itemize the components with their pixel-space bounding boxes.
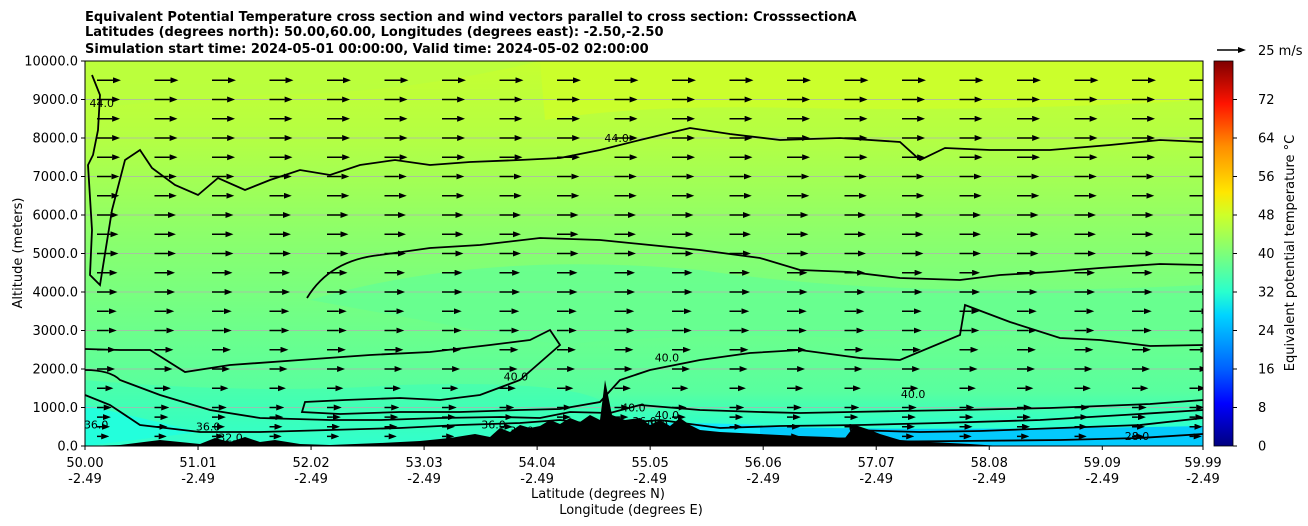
y-tick-label: 4000.0	[33, 286, 79, 301]
colorbar-tick-label: 32	[1258, 286, 1275, 301]
x-tick-label-lon: -2.49	[407, 472, 441, 487]
contour-label: 32.0	[218, 431, 243, 444]
contour-label: 32.0	[509, 424, 534, 437]
title-line-2: Latitudes (degrees north): 50.00,60.00, …	[85, 25, 664, 40]
x-tick-label-lon: -2.49	[859, 472, 893, 487]
colorbar-tick-label: 48	[1258, 209, 1275, 224]
upper-left-patch	[85, 61, 540, 110]
contour-40-mid	[306, 237, 1203, 299]
x-axis-label: Latitude (degrees N)	[531, 487, 665, 502]
quiver-key-label: 25 m/s	[1258, 44, 1303, 59]
colorbar-tick-label: 72	[1258, 93, 1275, 108]
x-tick-label-lon: -2.49	[633, 472, 667, 487]
contour-label: 28.0	[644, 419, 669, 432]
title-line-3: Simulation start time: 2024-05-01 00:00:…	[85, 42, 649, 57]
x-axis: 50.00-2.4951.01-2.4952.02-2.4953.03-2.49…	[66, 446, 1222, 487]
x-tick-label-lon: -2.49	[520, 472, 554, 487]
x-tick-label-lon: -2.49	[181, 472, 215, 487]
y-tick-label: 9000.0	[33, 93, 79, 108]
x-axis-label-2: Longitude (degrees E)	[559, 503, 703, 518]
colorbar-tick-label: 8	[1258, 401, 1266, 416]
terrain	[85, 380, 1000, 446]
y-tick-label: 5000.0	[33, 247, 79, 262]
x-tick-label-lon: -2.49	[68, 472, 102, 487]
contour-32-right	[849, 417, 1203, 433]
colorbar-tick-label: 56	[1258, 170, 1275, 185]
contour-label: 40.0	[504, 371, 529, 384]
x-tick-label-lon: -2.49	[1186, 472, 1220, 487]
contour-label: 40.0	[655, 351, 680, 364]
x-tick-label-lat: 52.02	[292, 456, 329, 471]
high-theta-patch	[540, 61, 1203, 120]
contour-label: 36.0	[196, 421, 221, 434]
quiver-key: 25 m/s	[1217, 44, 1303, 59]
contour-label: 40.0	[655, 409, 680, 422]
x-tick-label-lat: 56.06	[745, 456, 782, 471]
title-line-1: Equivalent Potential Temperature cross s…	[85, 10, 857, 25]
contour-44-upper	[87, 74, 1203, 287]
contour-36	[85, 394, 1203, 433]
y-tick-label: 6000.0	[33, 209, 79, 224]
x-tick-label-lat: 59.09	[1084, 456, 1121, 471]
x-tick-label-lat: 55.05	[632, 456, 669, 471]
y-axis: 0.0 1000.0 2000.0 3000.0 4000.0 5000.0 6000.0 7…	[24, 55, 85, 455]
colorbar-tick-label: 24	[1258, 324, 1275, 339]
y-axis-label: Altitude (meters)	[11, 198, 26, 309]
x-tick-label-lon: -2.49	[294, 472, 328, 487]
contour-labels: 44.044.040.040.040.040.040.036.0 36.0 36.0…	[84, 97, 1150, 444]
contour-label: 40.0	[901, 388, 926, 401]
y-tick-label: 2000.0	[33, 363, 79, 378]
contour-label: 36.0	[632, 415, 657, 428]
x-tick-label-lat: 57.07	[858, 456, 895, 471]
colorbar-label: Equivalent potential temperature °C	[1283, 135, 1298, 371]
x-tick-label-lon: -2.49	[1085, 472, 1119, 487]
chart-title: Equivalent Potential Temperature cross s…	[85, 10, 857, 57]
contour-40-near-surface	[85, 369, 1203, 421]
colorbar-tick-label: 16	[1258, 363, 1275, 378]
contour-40-lower	[85, 303, 1203, 415]
contour-label: 36.0	[481, 419, 506, 432]
contour-label: 44.0	[604, 132, 629, 145]
contour-label: 40.0	[621, 401, 646, 414]
y-tick-label: 1000.0	[33, 401, 79, 416]
x-tick-label-lat: 59.99	[1184, 456, 1221, 471]
y-tick-label: 3000.0	[33, 324, 79, 339]
contour-label: 28.0	[1125, 430, 1150, 443]
colorbar: 0 8 16 24 32 40 48 56 64 72 Equivalent potential …	[1213, 60, 1298, 455]
y-tick-label: 10000.0	[24, 55, 78, 70]
x-tick-label-lat: 53.03	[405, 456, 442, 471]
colorbar-tick-label: 40	[1258, 247, 1275, 262]
wind-vectors	[97, 77, 1203, 440]
contour-label: 28.0	[588, 428, 613, 441]
colorbar-gradient	[1213, 60, 1234, 447]
colorbar-ticks: 0 8 16 24 32 40 48 56 64 72	[1233, 93, 1275, 455]
contour-label: 44.0	[90, 97, 115, 110]
contour-label: 36.0	[84, 419, 109, 432]
y-tick-label: 0.0	[57, 440, 78, 455]
colorbar-tick-label: 0	[1258, 440, 1266, 455]
mid-low-theta-patch	[310, 264, 1203, 345]
x-tick-label-lat: 54.04	[519, 456, 556, 471]
x-tick-label-lat: 50.00	[66, 456, 103, 471]
y-tick-label: 7000.0	[33, 170, 79, 185]
y-tick-label: 8000.0	[33, 132, 79, 147]
x-tick-label-lon: -2.49	[746, 472, 780, 487]
x-tick-label-lat: 58.08	[971, 456, 1008, 471]
colorbar-tick-label: 64	[1258, 132, 1275, 147]
plot-area: 44.044.040.040.040.040.040.036.0 36.0 36.0…	[84, 61, 1203, 446]
x-tick-label-lat: 51.01	[179, 456, 216, 471]
x-tick-label-lon: -2.49	[972, 472, 1006, 487]
